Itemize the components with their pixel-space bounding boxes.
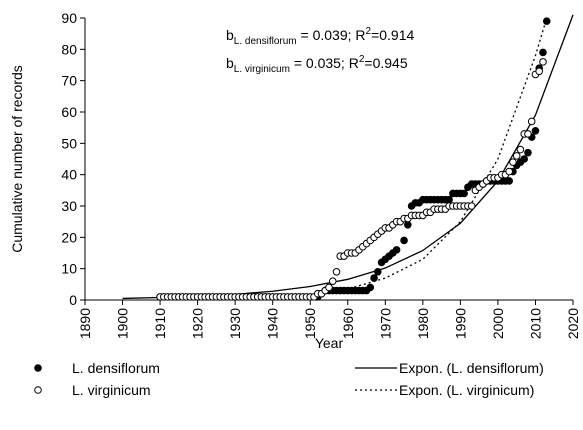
y-tick-label: 40 [61, 167, 77, 183]
data-point [374, 268, 382, 276]
y-tick-label: 90 [61, 10, 77, 26]
data-point [509, 158, 517, 166]
annotation-part: L. virginicum [234, 64, 290, 75]
x-tick-label: 1900 [115, 308, 131, 339]
data-point [332, 268, 341, 276]
y-tick-label: 0 [69, 292, 77, 308]
data-point [512, 152, 521, 160]
y-tick-label: 60 [61, 104, 77, 120]
data-point [404, 221, 412, 229]
x-tick-label: 1920 [190, 308, 206, 339]
y-tick-label: 70 [61, 73, 77, 89]
annotation: bL. virginicum = 0.035; R2=0.945 [226, 54, 408, 75]
y-tick-label: 20 [61, 229, 77, 245]
legend-label: Expon. (L. densiflorum) [399, 360, 544, 376]
data-point [460, 189, 468, 198]
x-tick-label: 1950 [302, 308, 318, 339]
data-point [400, 236, 408, 245]
annotation: bL. densiflorum = 0.039; R2=0.914 [226, 26, 414, 47]
x-tick-label: 1930 [227, 308, 243, 339]
annotation-part: =0.914 [371, 27, 414, 43]
legend-label: L. virginicum [72, 382, 151, 398]
legend-label: L. densiflorum [72, 360, 160, 376]
data-point [520, 155, 529, 163]
legend-marker [34, 386, 42, 394]
annotation-part: b [226, 55, 234, 71]
y-axis-title: Cumulative number of records [9, 65, 25, 253]
data-point [505, 177, 513, 185]
data-point [524, 148, 532, 157]
x-tick-label: 1980 [415, 308, 431, 339]
x-tick-label: 2020 [565, 308, 581, 339]
data-point [539, 58, 547, 66]
data-point [535, 67, 544, 76]
y-tick-label: 30 [61, 198, 77, 214]
data-point [542, 17, 551, 25]
x-axis-title: Year [315, 335, 344, 351]
y-tick-label: 80 [61, 41, 77, 57]
data-point [505, 167, 513, 176]
x-tick-label: 1910 [152, 308, 168, 339]
y-tick-label: 50 [61, 135, 77, 151]
legend-marker [34, 364, 42, 372]
data-point [524, 130, 532, 138]
data-point [539, 48, 547, 57]
data-point [531, 127, 540, 135]
data-point [325, 283, 333, 292]
x-tick-label: 1970 [377, 308, 393, 339]
x-tick-label: 1960 [340, 308, 356, 339]
data-point [392, 246, 401, 254]
annotation-part: =0.945 [364, 55, 407, 71]
annotation-part: L. densiflorum [234, 36, 297, 47]
annotation-part: = 0.035; R [290, 55, 359, 71]
x-tick-label: 1940 [265, 308, 281, 339]
y-tick-label: 10 [61, 261, 77, 277]
data-point [516, 145, 525, 154]
data-point [527, 117, 536, 126]
annotation-part: 2 [366, 26, 372, 37]
x-tick-label: 1990 [452, 308, 468, 339]
annotation-part: 2 [359, 54, 365, 65]
data-point [467, 202, 476, 210]
data-point [328, 277, 337, 286]
legend-label: Expon. (L. virginicum) [399, 382, 534, 398]
data-point [445, 195, 453, 204]
annotation-part: = 0.039; R [297, 27, 366, 43]
data-point [366, 283, 375, 292]
x-tick-label: 1890 [77, 308, 93, 339]
x-tick-label: 2000 [490, 308, 506, 339]
x-tick-label: 2010 [527, 308, 543, 339]
annotation-part: b [226, 27, 234, 43]
data-point [370, 274, 378, 282]
